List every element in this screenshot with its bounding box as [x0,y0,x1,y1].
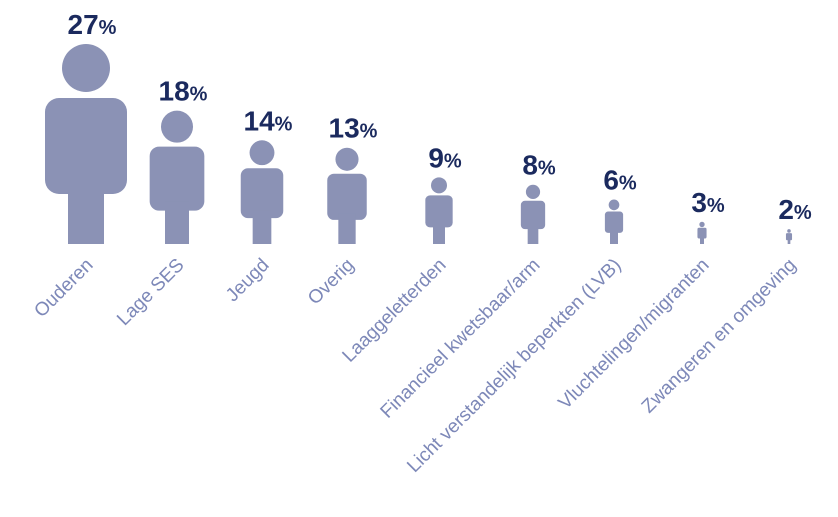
figure-legs [68,180,104,244]
value-unit: % [619,173,637,195]
figure-torso [785,233,793,241]
value-number: 18 [159,76,190,107]
person-figure [149,110,205,244]
figure-head [249,140,275,166]
person-figure [697,221,707,244]
figure-legs [433,222,445,244]
value-number: 14 [244,105,276,136]
value-label: 6% [603,165,637,196]
figure-head [787,229,791,233]
value-unit: % [794,202,812,224]
value-label: 18% [159,76,208,107]
figure-torso [149,146,205,211]
person-figure [520,184,546,244]
figure-head [335,147,359,171]
value-labels-layer: 27%18%14% 13%9% 8% 6%3% 2% [68,9,812,225]
value-number: 8 [522,150,538,181]
person-figure [240,140,284,244]
value-label: 8% [522,150,556,181]
figure-legs [700,236,704,244]
figure-torso [45,98,127,194]
person-figure [45,44,127,244]
value-label: 13% [329,113,378,144]
category-label: Ouderen [30,255,97,322]
value-label: 27% [68,9,117,40]
figure-torso [520,200,546,230]
value-unit: % [99,17,117,39]
figure-legs [787,239,791,244]
figure-torso [697,227,707,239]
figure-head [161,110,193,143]
figure-head [431,177,447,194]
person-figure [604,199,624,244]
value-number: 6 [603,165,619,196]
value-label: 14% [244,105,293,136]
figure-legs [338,213,356,244]
category-label: Overig [304,255,358,309]
value-unit: % [275,113,293,135]
category-labels-layer: Ouderen Lage SES Jeugd OverigLaaggeletterde… [30,255,800,477]
figures-layer [45,44,793,244]
category-label: Zwangeren en omgeving [638,255,801,418]
figure-torso [604,211,624,233]
category-label: Financieel kwetsbaar/arm [377,255,545,423]
value-number: 2 [778,194,794,225]
value-unit: % [707,195,725,217]
category-label: Jeugd [222,255,273,306]
value-unit: % [190,84,208,106]
figure-legs [610,229,618,244]
category-label: Lage SES [113,255,188,330]
figure-torso [327,173,367,220]
value-unit: % [538,158,556,180]
figure-legs [252,210,272,244]
category-label: Vluchtelingen/migranten [555,255,714,414]
figure-head [525,184,541,199]
person-figure [327,147,367,244]
figure-head [699,221,705,228]
figure-legs [165,201,189,244]
value-number: 27 [68,9,99,40]
figure-head [608,199,620,211]
value-unit: % [360,121,378,143]
figure-legs [527,225,539,244]
value-number: 13 [329,113,360,144]
value-unit: % [444,150,462,172]
value-label: 3% [691,187,725,218]
value-label: 2% [778,194,812,225]
value-number: 9 [428,142,444,173]
person-figure [425,177,453,244]
figure-torso [240,168,284,219]
person-figure [785,229,793,244]
figure-head [62,44,110,92]
value-label: 9% [428,142,462,173]
value-number: 3 [691,187,707,218]
figure-torso [425,195,453,228]
